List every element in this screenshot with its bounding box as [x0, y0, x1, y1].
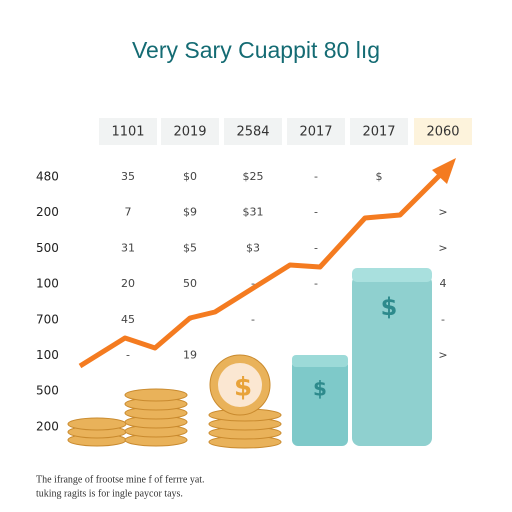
cell: 31 — [121, 241, 135, 254]
cell: 45 — [121, 313, 135, 326]
row-label: 100 — [36, 277, 59, 291]
cell: - — [314, 241, 318, 254]
cell: $9 — [183, 206, 197, 219]
cell: - — [314, 206, 318, 219]
svg-text:$: $ — [313, 377, 327, 401]
cell: > — [438, 206, 447, 219]
row-label: 700 — [36, 312, 59, 326]
cell: 4 — [440, 277, 447, 290]
cell: 35 — [121, 170, 135, 183]
cell: 7 — [125, 206, 132, 219]
row-label: 200 — [36, 205, 59, 219]
cell: $ — [376, 170, 383, 183]
cell: - — [314, 277, 318, 290]
cell: - — [441, 313, 445, 326]
cell: - — [251, 277, 255, 290]
cell: > — [438, 349, 447, 362]
svg-text:$: $ — [381, 293, 398, 321]
header-cell — [161, 118, 219, 145]
row-label: 500 — [36, 384, 59, 398]
header-text: 2017 — [299, 125, 332, 140]
cell: - — [126, 349, 130, 362]
svg-text:$: $ — [234, 373, 252, 403]
illustration: $ $ $ — [67, 158, 456, 449]
cell: - — [251, 313, 255, 326]
cell: 19 — [183, 349, 197, 362]
header-cell — [414, 118, 472, 145]
title: Very Sary Cuappit 80 lıg — [132, 37, 380, 63]
footer-line: The ifrange of frootse mine f of ferrre … — [36, 474, 205, 485]
cell: - — [314, 170, 318, 183]
header-text: 1101 — [111, 125, 144, 140]
header-text: 2017 — [362, 125, 395, 140]
cell: > — [438, 241, 447, 254]
cell: 50 — [183, 277, 197, 290]
cell: $3 — [246, 241, 260, 254]
cell: $5 — [183, 241, 197, 254]
cell: $25 — [243, 170, 264, 183]
header-text: 2060 — [426, 125, 459, 140]
cell: 20 — [121, 277, 135, 290]
cell: $31 — [243, 206, 264, 219]
row-label: 200 — [36, 419, 59, 433]
row-label: 500 — [36, 241, 59, 255]
header-text: 2584 — [236, 125, 269, 140]
footer-line: tuking ragits is for ingle paycor tays. — [36, 488, 183, 499]
header-cell — [99, 118, 157, 145]
header-cell — [350, 118, 408, 145]
header-cell — [287, 118, 345, 145]
row-label: 100 — [36, 348, 59, 362]
cell: $0 — [183, 170, 197, 183]
header-cell — [224, 118, 282, 145]
row-label: 480 — [36, 170, 59, 184]
header-text: 2019 — [173, 125, 206, 140]
